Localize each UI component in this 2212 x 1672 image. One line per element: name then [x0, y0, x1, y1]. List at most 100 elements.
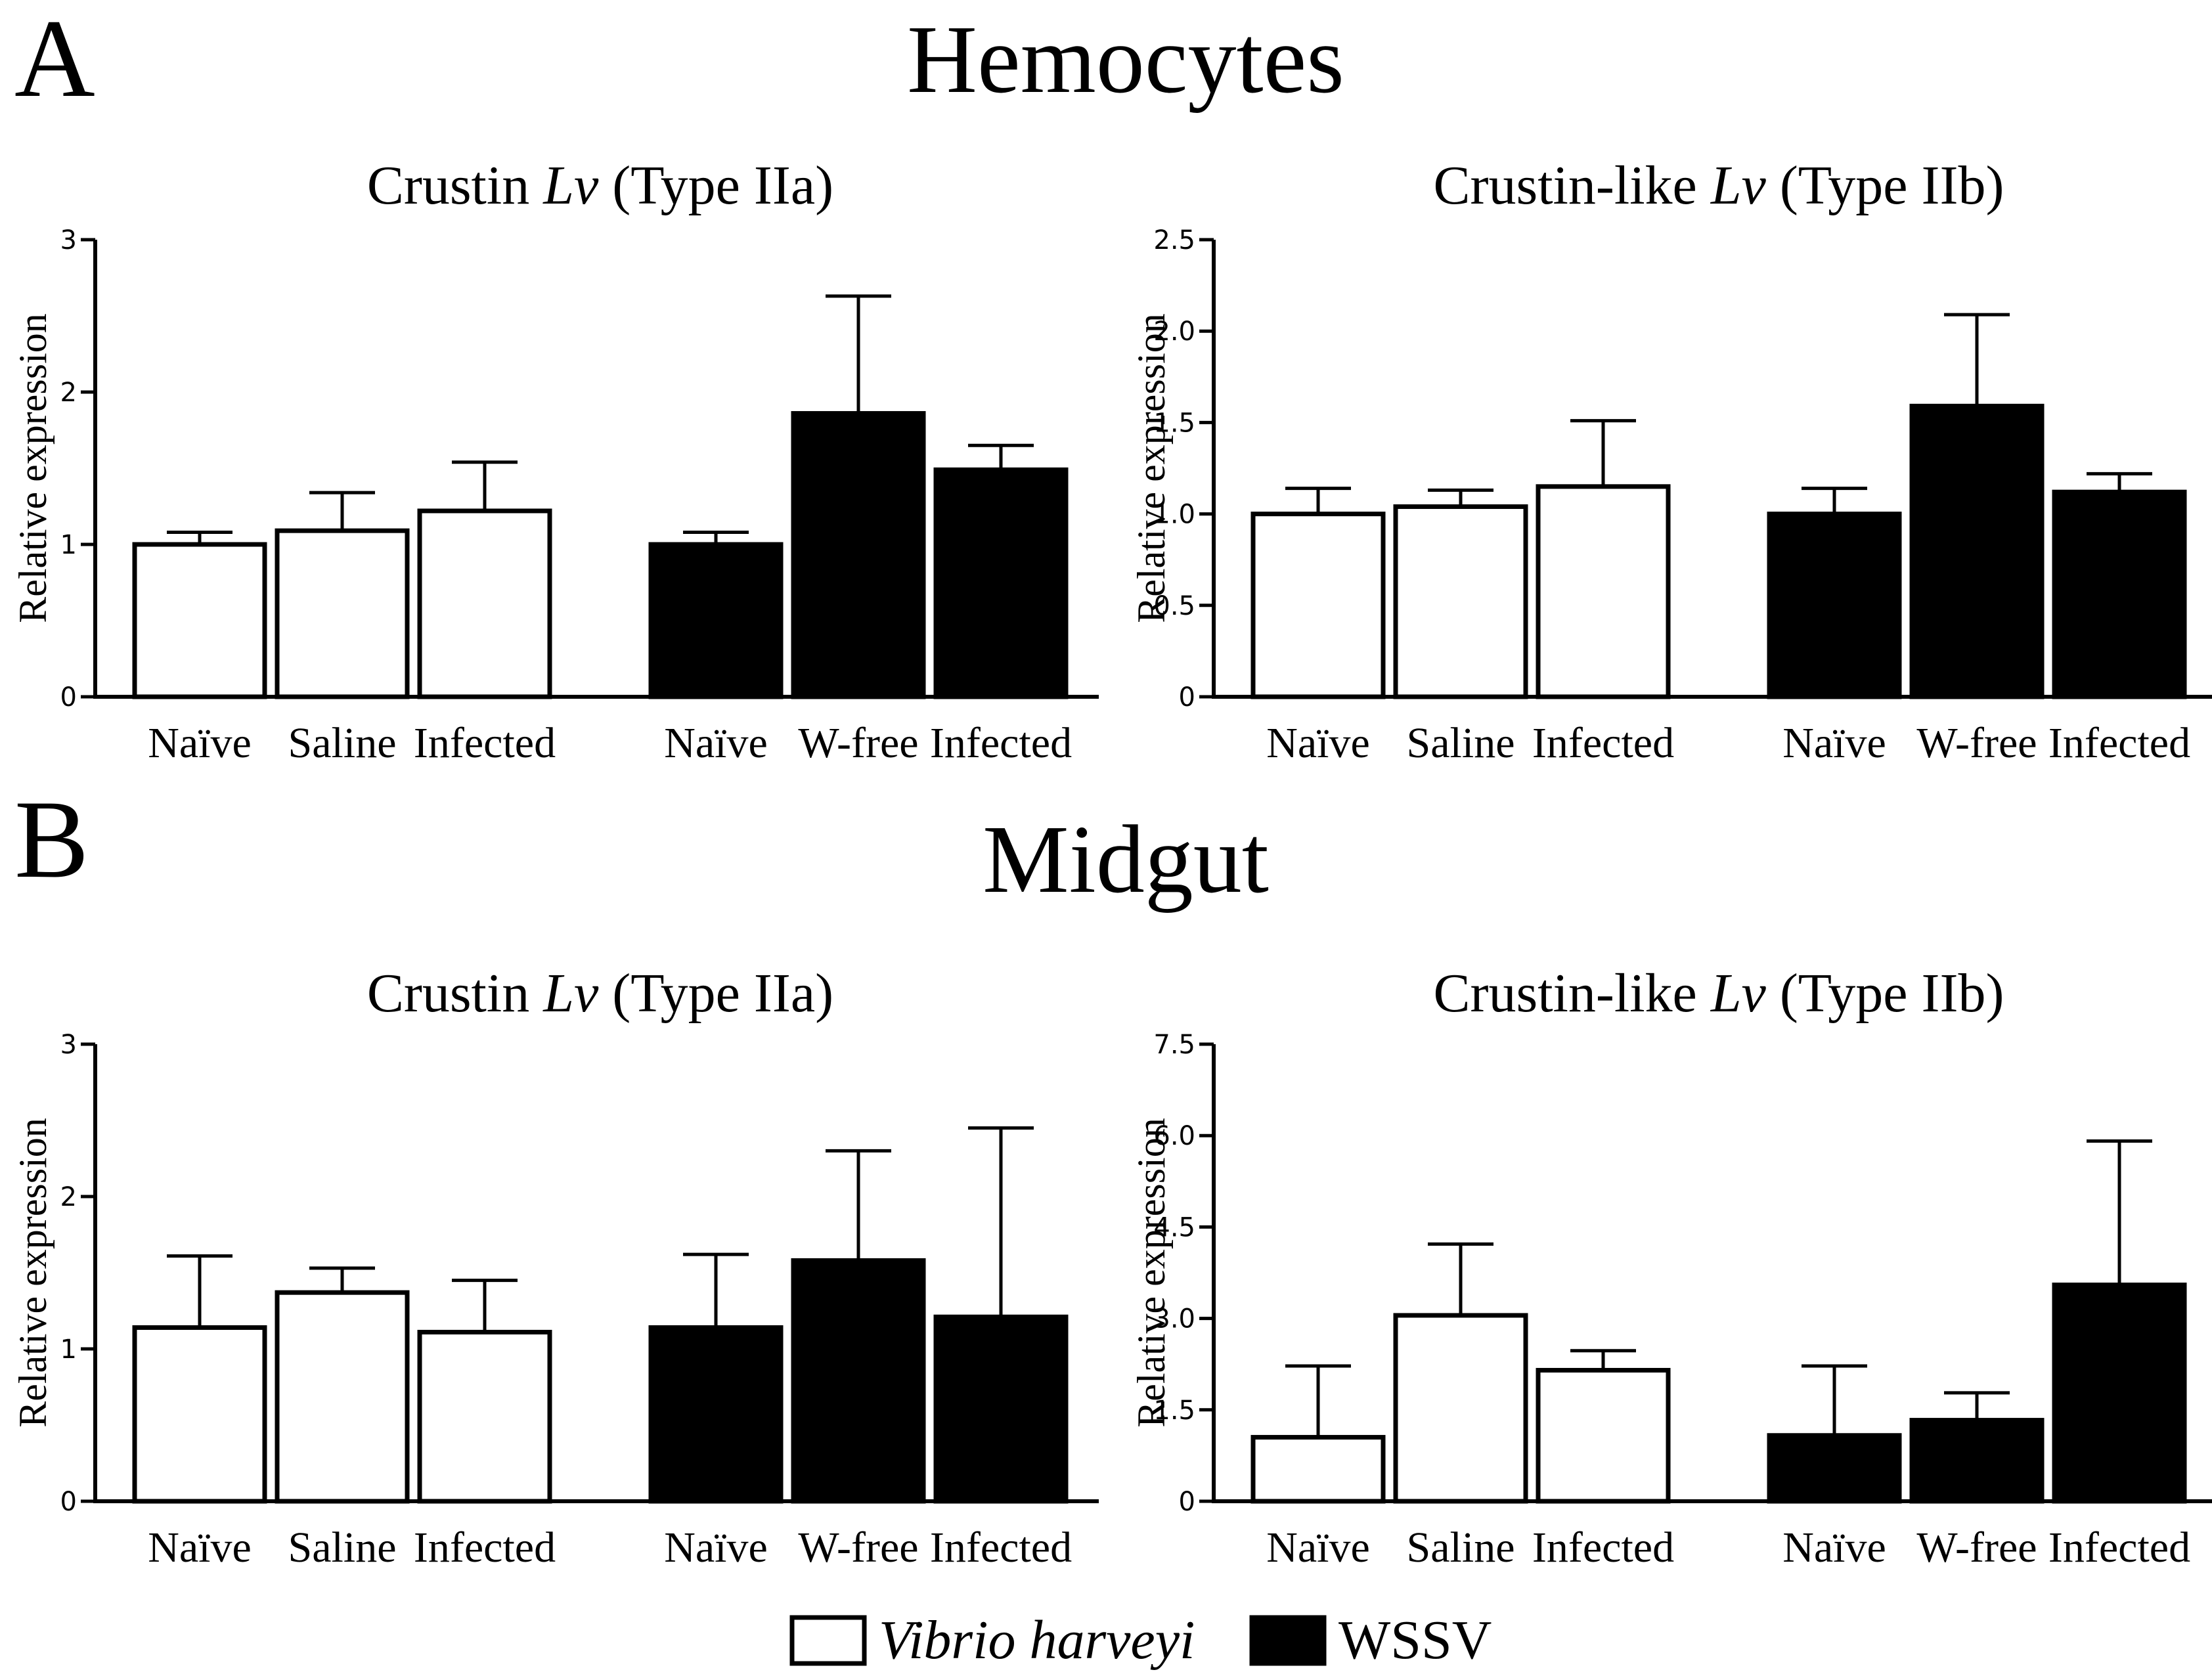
y-tick-label: 2: [60, 1182, 77, 1212]
bar: [791, 410, 926, 699]
bar: [933, 467, 1069, 699]
x-category-label: Naïve: [664, 719, 768, 767]
y-tick-label: 2: [60, 378, 77, 408]
y-tick-label: 2.0: [1153, 317, 1195, 347]
x-category-label: Naïve: [148, 719, 252, 767]
y-tick-label: 1: [60, 530, 77, 560]
y-tick-label: 0.5: [1153, 591, 1195, 621]
x-category-label: Naïve: [148, 1524, 252, 1572]
y-tick-label: 1.0: [1153, 500, 1195, 530]
chart-title: Crustin-like Lv (Type IIb): [1434, 963, 2004, 1024]
x-category-label: Saline: [1407, 719, 1515, 767]
y-axis-label: Relative expression: [11, 313, 55, 623]
legend-label-vibrio: Vibrio harveyi: [879, 1610, 1195, 1671]
y-tick-label: 4.5: [1153, 1212, 1195, 1243]
x-category-label: Naïve: [1266, 1524, 1370, 1572]
chart-title-part: (Type IIb): [1766, 963, 2004, 1024]
chart-hemocytes-crustin: Crustin Lv (Type IIa) Relative expression…: [11, 155, 1099, 767]
y-tick-label: 3.0: [1153, 1304, 1195, 1334]
panel-letter-b: B: [14, 778, 89, 901]
bar: [1250, 1435, 1386, 1504]
bar: [275, 1290, 410, 1504]
chart-midgut-crustin-like: Crustin-like Lv (Type IIb) Relative expre…: [1130, 963, 2212, 1572]
y-axis-label: Relative expression: [11, 1118, 55, 1428]
y-tick-label: 3: [60, 225, 77, 255]
x-category-label: Infected: [414, 719, 556, 767]
x-category-label: W-free: [798, 1524, 918, 1572]
chart-title: Crustin-like Lv (Type IIb): [1434, 155, 2004, 216]
x-category-label: Naïve: [1782, 1524, 1886, 1572]
panel-title-hemocytes: Hemocytes: [907, 6, 1344, 114]
bar: [1767, 512, 1902, 699]
y-tick-label: 0: [1179, 682, 1195, 713]
x-category-label: Saline: [1407, 1524, 1515, 1572]
y-tick-label: 1.5: [1153, 1396, 1195, 1426]
legend-swatch-wssv: [1249, 1615, 1327, 1666]
y-tick-label: 2.5: [1153, 225, 1195, 255]
x-category-label: Naïve: [1782, 719, 1886, 767]
x-category-label: Infected: [1532, 1524, 1674, 1572]
y-axis-label: Relative expression: [1130, 1118, 1173, 1428]
chart-title-part: (Type IIb): [1766, 155, 2004, 216]
bar: [1909, 403, 2045, 699]
x-category-label: Saline: [288, 1524, 397, 1572]
bar: [1393, 1313, 1528, 1504]
x-category-label: Infected: [930, 1524, 1072, 1572]
y-tick-label: 0: [1179, 1487, 1195, 1517]
y-tick-label: 3: [60, 1030, 77, 1060]
chart-title-part: Crustin-like: [1434, 155, 1711, 216]
bar: [1767, 1433, 1902, 1504]
y-tick-label: 7.5: [1153, 1030, 1195, 1060]
bar: [417, 508, 552, 699]
bar: [132, 542, 267, 699]
bar: [132, 1325, 267, 1504]
chart-title-part: Lv: [542, 963, 599, 1024]
bar: [1909, 1418, 2045, 1504]
bar: [648, 1325, 784, 1504]
bar: [1536, 1367, 1671, 1504]
chart-hemocytes-crustin-like: Crustin-like Lv (Type IIb) Relative expre…: [1130, 155, 2212, 767]
chart-title-part: Lv: [1710, 155, 1767, 216]
chart-title-part: Lv: [1710, 963, 1767, 1024]
y-tick-label: 1: [60, 1334, 77, 1365]
x-category-label: Naïve: [1266, 719, 1370, 767]
chart-title-part: Lv: [542, 155, 599, 216]
bar: [2052, 1283, 2187, 1504]
y-tick-label: 1.5: [1153, 408, 1195, 438]
bar: [1250, 512, 1386, 699]
y-tick-label: 6.0: [1153, 1121, 1195, 1151]
bar: [2052, 489, 2187, 699]
x-category-label: Infected: [414, 1524, 556, 1572]
bar: [275, 528, 410, 699]
panel-letter-a: A: [14, 0, 95, 120]
x-category-label: W-free: [1916, 1524, 2037, 1572]
chart-title-part: (Type IIa): [598, 963, 833, 1024]
x-category-label: Infected: [1532, 719, 1674, 767]
x-category-label: Saline: [288, 719, 397, 767]
chart-title-part: Crustin: [367, 963, 543, 1024]
bar: [417, 1329, 552, 1504]
chart-title-part: (Type IIa): [598, 155, 833, 216]
bar: [648, 542, 784, 699]
x-category-label: Naïve: [664, 1524, 768, 1572]
chart-midgut-crustin: Crustin Lv (Type IIa) Relative expression…: [11, 963, 1099, 1572]
y-axis-label: Relative expression: [1130, 313, 1173, 623]
bar: [933, 1314, 1069, 1504]
chart-title: Crustin Lv (Type IIa): [367, 963, 833, 1024]
chart-title-part: Crustin: [367, 155, 543, 216]
bar: [791, 1258, 926, 1504]
bar: [1536, 484, 1671, 699]
y-tick-label: 0: [60, 682, 77, 713]
y-tick-label: 0: [60, 1487, 77, 1517]
legend-swatch-vibrio: [789, 1615, 867, 1666]
chart-title: Crustin Lv (Type IIa): [367, 155, 833, 216]
x-category-label: Infected: [930, 719, 1072, 767]
x-category-label: W-free: [798, 719, 918, 767]
legend: Vibrio harveyi WSSV: [789, 1610, 1492, 1671]
bar: [1393, 504, 1528, 699]
legend-label-wssv: WSSV: [1338, 1610, 1492, 1671]
x-category-label: Infected: [2048, 1524, 2190, 1572]
x-category-label: Infected: [2048, 719, 2190, 767]
panel-title-midgut: Midgut: [983, 806, 1269, 913]
